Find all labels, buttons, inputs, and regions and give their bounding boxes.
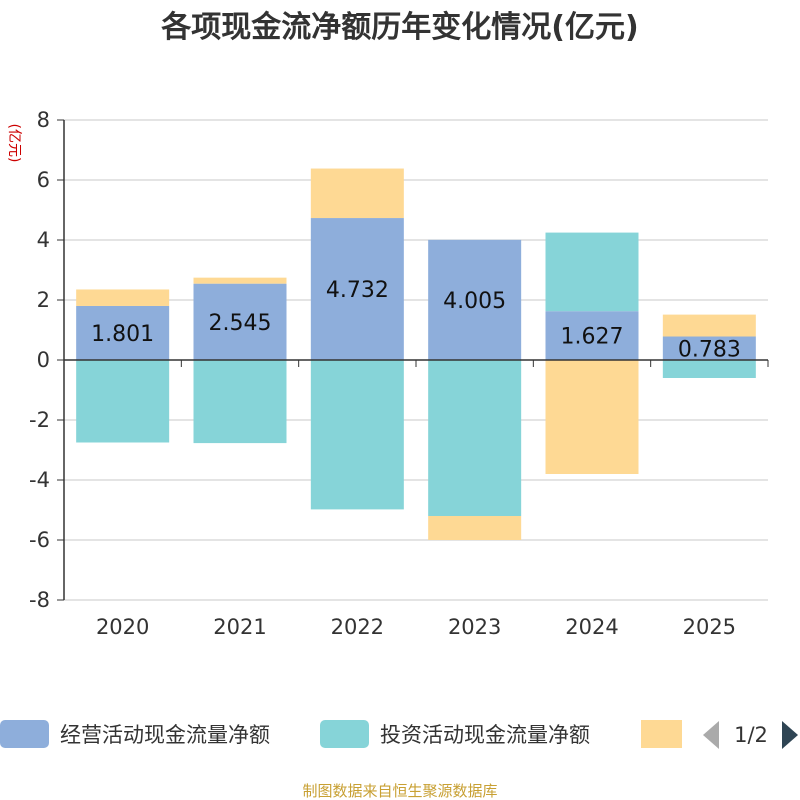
bar-investing-2024[interactable] — [545, 232, 639, 312]
x-tick-label-2022: 2022 — [331, 615, 384, 639]
legend-prev-page-icon[interactable] — [703, 721, 719, 749]
bar-financing-2025[interactable] — [662, 314, 756, 337]
data-label-2024: 1.627 — [561, 325, 624, 350]
y-tick-label: -8 — [29, 588, 50, 612]
bar-operating-2022[interactable] — [310, 218, 404, 360]
y-tick-label: 4 — [37, 228, 50, 252]
legend-label-investing[interactable]: 投资活动现金流量净额 — [380, 723, 590, 747]
y-tick-label: 8 — [37, 108, 50, 132]
legend: 经营活动现金流量净额 投资活动现金流量净额 1/2 — [0, 720, 798, 749]
bar-operating-2024[interactable] — [545, 311, 639, 360]
bar-financing-2021[interactable] — [193, 277, 287, 284]
bar-operating-2025[interactable] — [662, 336, 756, 360]
data-label-2025: 0.783 — [678, 337, 741, 362]
legend-next-page-icon[interactable] — [782, 721, 798, 749]
data-label-2021: 2.545 — [209, 311, 272, 336]
bar-operating-2021[interactable] — [193, 283, 287, 360]
data-source-note: 制图数据来自恒生聚源数据库 — [302, 782, 497, 800]
x-tick-label-2024: 2024 — [565, 615, 618, 639]
legend-swatch-financing[interactable] — [641, 720, 682, 748]
legend-swatch-investing[interactable] — [320, 720, 369, 748]
y-tick-label: 6 — [37, 168, 50, 192]
bar-investing-2021[interactable] — [193, 360, 287, 444]
bar-financing-2023[interactable] — [428, 516, 522, 540]
data-label-2022: 4.732 — [326, 278, 389, 303]
x-tick-label-2023: 2023 — [448, 615, 501, 639]
bar-investing-2022[interactable] — [310, 360, 404, 510]
legend-swatch-operating[interactable] — [0, 720, 49, 748]
bar-financing-2024[interactable] — [545, 360, 639, 474]
y-tick-label: 2 — [37, 288, 50, 312]
bar-operating-2020[interactable] — [76, 305, 170, 360]
data-label-2020: 1.801 — [91, 322, 154, 347]
chart-title: 各项现金流净额历年变化情况(亿元) — [160, 10, 638, 45]
bar-investing-2023[interactable] — [428, 360, 522, 516]
legend-label-operating[interactable]: 经营活动现金流量净额 — [60, 723, 270, 747]
data-labels: 1.801 2.545 4.732 4.005 1.627 0.783 — [91, 278, 741, 362]
bar-financing-2022[interactable] — [310, 168, 404, 219]
axes: 8 6 4 2 0 -2 -4 -6 -8 2020 2021 2022 2023 2024 2025 — [29, 108, 769, 639]
bar-investing-2020[interactable] — [76, 360, 170, 443]
x-tick-label-2025: 2025 — [683, 615, 736, 639]
y-tick-label: 0 — [37, 348, 50, 372]
legend-page-indicator: 1/2 — [734, 723, 768, 747]
bar-financing-2020[interactable] — [76, 289, 170, 306]
x-tick-label-2020: 2020 — [96, 615, 149, 639]
data-label-2023: 4.005 — [443, 289, 506, 314]
y-tick-label: -6 — [29, 528, 50, 552]
bar-series — [76, 168, 756, 540]
y-tick-label: -2 — [29, 408, 50, 432]
y-axis-unit: (亿元) — [6, 124, 22, 163]
bar-investing-2025[interactable] — [662, 360, 756, 378]
y-tick-label: -4 — [29, 468, 50, 492]
x-tick-label-2021: 2021 — [213, 615, 266, 639]
bar-operating-2023[interactable] — [428, 239, 522, 360]
